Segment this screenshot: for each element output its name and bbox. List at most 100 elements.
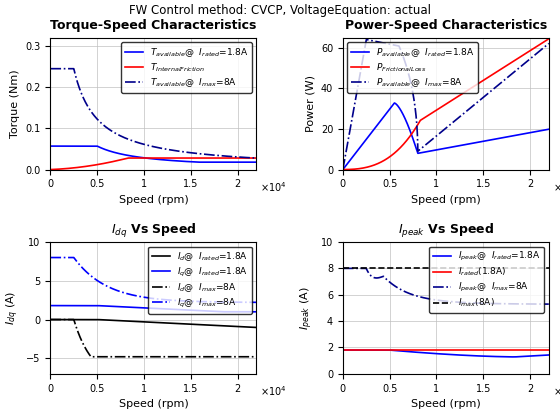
$P_{available}$@  $I_{rated}$=1.8A	[361, 140, 367, 145]
$I_q$@  $I_{max}$=8A	[211, 299, 218, 304]
$I_{rated}$(1.8A)	[361, 348, 367, 353]
$P_{FrictionalLoss}$	[423, 114, 430, 119]
$P_{available}$@  $I_{rated}$=1.8A	[500, 135, 507, 140]
$P_{available}$@  $I_{rated}$=1.8A	[391, 100, 398, 105]
$I_d$@  $I_{max}$=8A	[88, 354, 95, 359]
$I_{peak}$@  $I_{max}$=8A	[339, 266, 346, 271]
$I_d$@  $I_{max}$=8A	[130, 354, 137, 359]
Line: $I_d$@  $I_{max}$=8A: $I_d$@ $I_{max}$=8A	[50, 320, 256, 357]
$I_{peak}$@  $I_{rated}$=1.8A	[339, 348, 346, 353]
Legend: $I_{peak}$@  $I_{rated}$=1.8A, $I_{rated}$(1.8A), $I_{peak}$@  $I_{max}$=8A, $I_: $I_{peak}$@ $I_{rated}$=1.8A, $I_{rated}…	[430, 247, 544, 313]
$I_q$@  $I_{max}$=8A	[68, 255, 75, 260]
Title: Torque-Speed Characteristics: Torque-Speed Characteristics	[50, 19, 256, 32]
$I_{max}$(8A)	[361, 266, 367, 271]
X-axis label: Speed (rpm): Speed (rpm)	[411, 399, 480, 409]
$P_{available}$@  $I_{max}$=8A	[431, 136, 437, 141]
$P_{available}$@  $I_{rated}$=1.8A	[481, 139, 488, 144]
$P_{available}$@  $I_{rated}$=1.8A	[545, 127, 552, 132]
$T_{InternalFriction}$	[130, 155, 137, 160]
$P_{available}$@  $I_{max}$=8A	[339, 167, 346, 172]
$I_{max}$(8A)	[423, 266, 430, 271]
$T_{InternalFriction}$	[208, 155, 214, 160]
$P_{available}$@  $I_{max}$=8A	[504, 75, 511, 80]
Line: $P_{available}$@  $I_{rated}$=1.8A: $P_{available}$@ $I_{rated}$=1.8A	[343, 103, 549, 170]
$P_{available}$@  $I_{max}$=8A	[363, 37, 370, 42]
$I_q$@  $I_{rated}$=1.8A	[68, 303, 75, 308]
$T_{InternalFriction}$	[47, 167, 54, 172]
$I_d$@  $I_{rated}$=1.8A	[130, 319, 137, 324]
$T_{InternalFriction}$	[124, 155, 131, 160]
Line: $I_d$@  $I_{rated}$=1.8A: $I_d$@ $I_{rated}$=1.8A	[50, 320, 256, 328]
$T_{available}$@  $I_{rated}$=1.8A	[130, 154, 137, 159]
$I_q$@  $I_{rated}$=1.8A	[219, 309, 226, 314]
$I_{peak}$@  $I_{rated}$=1.8A	[500, 354, 507, 359]
$I_{rated}$(1.8A)	[430, 348, 437, 353]
$T_{available}$@  $I_{rated}$=1.8A	[253, 160, 260, 165]
$P_{FrictionalLoss}$	[361, 165, 367, 171]
$P_{FrictionalLoss}$	[500, 65, 507, 70]
$T_{InternalFriction}$	[212, 155, 218, 160]
$I_{max}$(8A)	[500, 266, 507, 271]
$P_{available}$@  $I_{max}$=8A	[481, 94, 488, 99]
$T_{available}$@  $I_{rated}$=1.8A	[189, 159, 195, 164]
Y-axis label: Torque (Nm): Torque (Nm)	[10, 69, 20, 138]
$T_{available}$@  $I_{rated}$=1.8A	[138, 155, 144, 160]
$P_{FrictionalLoss}$	[545, 36, 552, 41]
$T_{available}$@  $I_{max}$=8A	[253, 155, 260, 160]
$P_{available}$@  $I_{max}$=8A	[500, 78, 507, 83]
$I_d$@  $I_{max}$=8A	[253, 354, 260, 359]
$T_{available}$@  $I_{rated}$=1.8A	[47, 144, 54, 149]
$I_q$@  $I_{max}$=8A	[138, 294, 144, 299]
$I_q$@  $I_{rated}$=1.8A	[189, 308, 195, 313]
$I_{rated}$(1.8A)	[545, 348, 552, 353]
$I_{peak}$@  $I_{rated}$=1.8A	[423, 350, 430, 355]
$I_{max}$(8A)	[339, 266, 346, 271]
$T_{InternalFriction}$	[68, 165, 75, 171]
$I_{max}$(8A)	[545, 266, 552, 271]
Legend: $I_d$@  $I_{rated}$=1.8A, $I_q$@  $I_{rated}$=1.8A, $I_d$@  $I_{max}$=8A, $I_q$@: $I_d$@ $I_{rated}$=1.8A, $I_q$@ $I_{rate…	[148, 247, 252, 314]
$I_{peak}$@  $I_{rated}$=1.8A	[504, 354, 511, 360]
$I_d$@  $I_{rated}$=1.8A	[211, 323, 218, 328]
$I_{max}$(8A)	[481, 266, 488, 271]
$I_{peak}$@  $I_{max}$=8A	[545, 302, 552, 307]
Text: $\times10^4$: $\times10^4$	[553, 180, 560, 194]
Text: FW Control method: CVCP, VoltageEquation: actual: FW Control method: CVCP, VoltageEquation…	[129, 4, 431, 17]
$P_{available}$@  $I_{max}$=8A	[361, 50, 367, 55]
$I_{rated}$(1.8A)	[481, 348, 488, 353]
$P_{FrictionalLoss}$	[481, 77, 488, 82]
Text: $\times10^4$: $\times10^4$	[553, 384, 560, 398]
Line: $I_{peak}$@  $I_{max}$=8A: $I_{peak}$@ $I_{max}$=8A	[343, 268, 549, 304]
$I_d$@  $I_{max}$=8A	[212, 354, 218, 359]
Text: $\times10^4$: $\times10^4$	[260, 180, 287, 194]
$I_d$@  $I_{rated}$=1.8A	[47, 317, 54, 322]
$I_q$@  $I_{max}$=8A	[208, 299, 214, 304]
$I_d$@  $I_{rated}$=1.8A	[68, 317, 75, 322]
$P_{FrictionalLoss}$	[339, 167, 346, 172]
$P_{FrictionalLoss}$	[430, 110, 437, 115]
$I_d$@  $I_{rated}$=1.8A	[208, 323, 214, 328]
$I_q$@  $I_{rated}$=1.8A	[130, 305, 137, 310]
$I_d$@  $I_{max}$=8A	[189, 354, 195, 359]
$T_{InternalFriction}$	[189, 155, 195, 160]
$I_d$@  $I_{max}$=8A	[47, 317, 54, 322]
$I_d$@  $I_{rated}$=1.8A	[189, 322, 195, 327]
Line: $P_{available}$@  $I_{max}$=8A: $P_{available}$@ $I_{max}$=8A	[343, 39, 549, 170]
X-axis label: Speed (rpm): Speed (rpm)	[411, 195, 480, 205]
$I_q$@  $I_{rated}$=1.8A	[211, 309, 218, 314]
$I_{peak}$@  $I_{max}$=8A	[361, 266, 367, 271]
Legend: $T_{available}$@  $I_{rated}$=1.8A, $T_{InternalFriction}$, $T_{available}$@  $I: $T_{available}$@ $I_{rated}$=1.8A, $T_{I…	[121, 42, 252, 93]
Legend: $P_{available}$@  $I_{rated}$=1.8A, $P_{FrictionalLoss}$, $P_{available}$@  $I_{: $P_{available}$@ $I_{rated}$=1.8A, $P_{F…	[347, 42, 478, 93]
$T_{InternalFriction}$	[253, 155, 260, 160]
$P_{available}$@  $I_{rated}$=1.8A	[431, 148, 437, 153]
$I_{peak}$@  $I_{rated}$=1.8A	[361, 348, 367, 353]
$P_{available}$@  $I_{max}$=8A	[545, 41, 552, 46]
Line: $T_{InternalFriction}$: $T_{InternalFriction}$	[50, 158, 256, 170]
$T_{available}$@  $I_{max}$=8A	[138, 141, 144, 146]
$I_{peak}$@  $I_{rated}$=1.8A	[430, 351, 437, 356]
$I_q$@  $I_{max}$=8A	[47, 255, 54, 260]
$I_{rated}$(1.8A)	[339, 348, 346, 353]
$I_{peak}$@  $I_{max}$=8A	[430, 297, 437, 302]
$T_{available}$@  $I_{rated}$=1.8A	[195, 160, 202, 165]
$I_d$@  $I_{rated}$=1.8A	[253, 325, 260, 330]
$T_{available}$@  $I_{max}$=8A	[130, 139, 137, 144]
